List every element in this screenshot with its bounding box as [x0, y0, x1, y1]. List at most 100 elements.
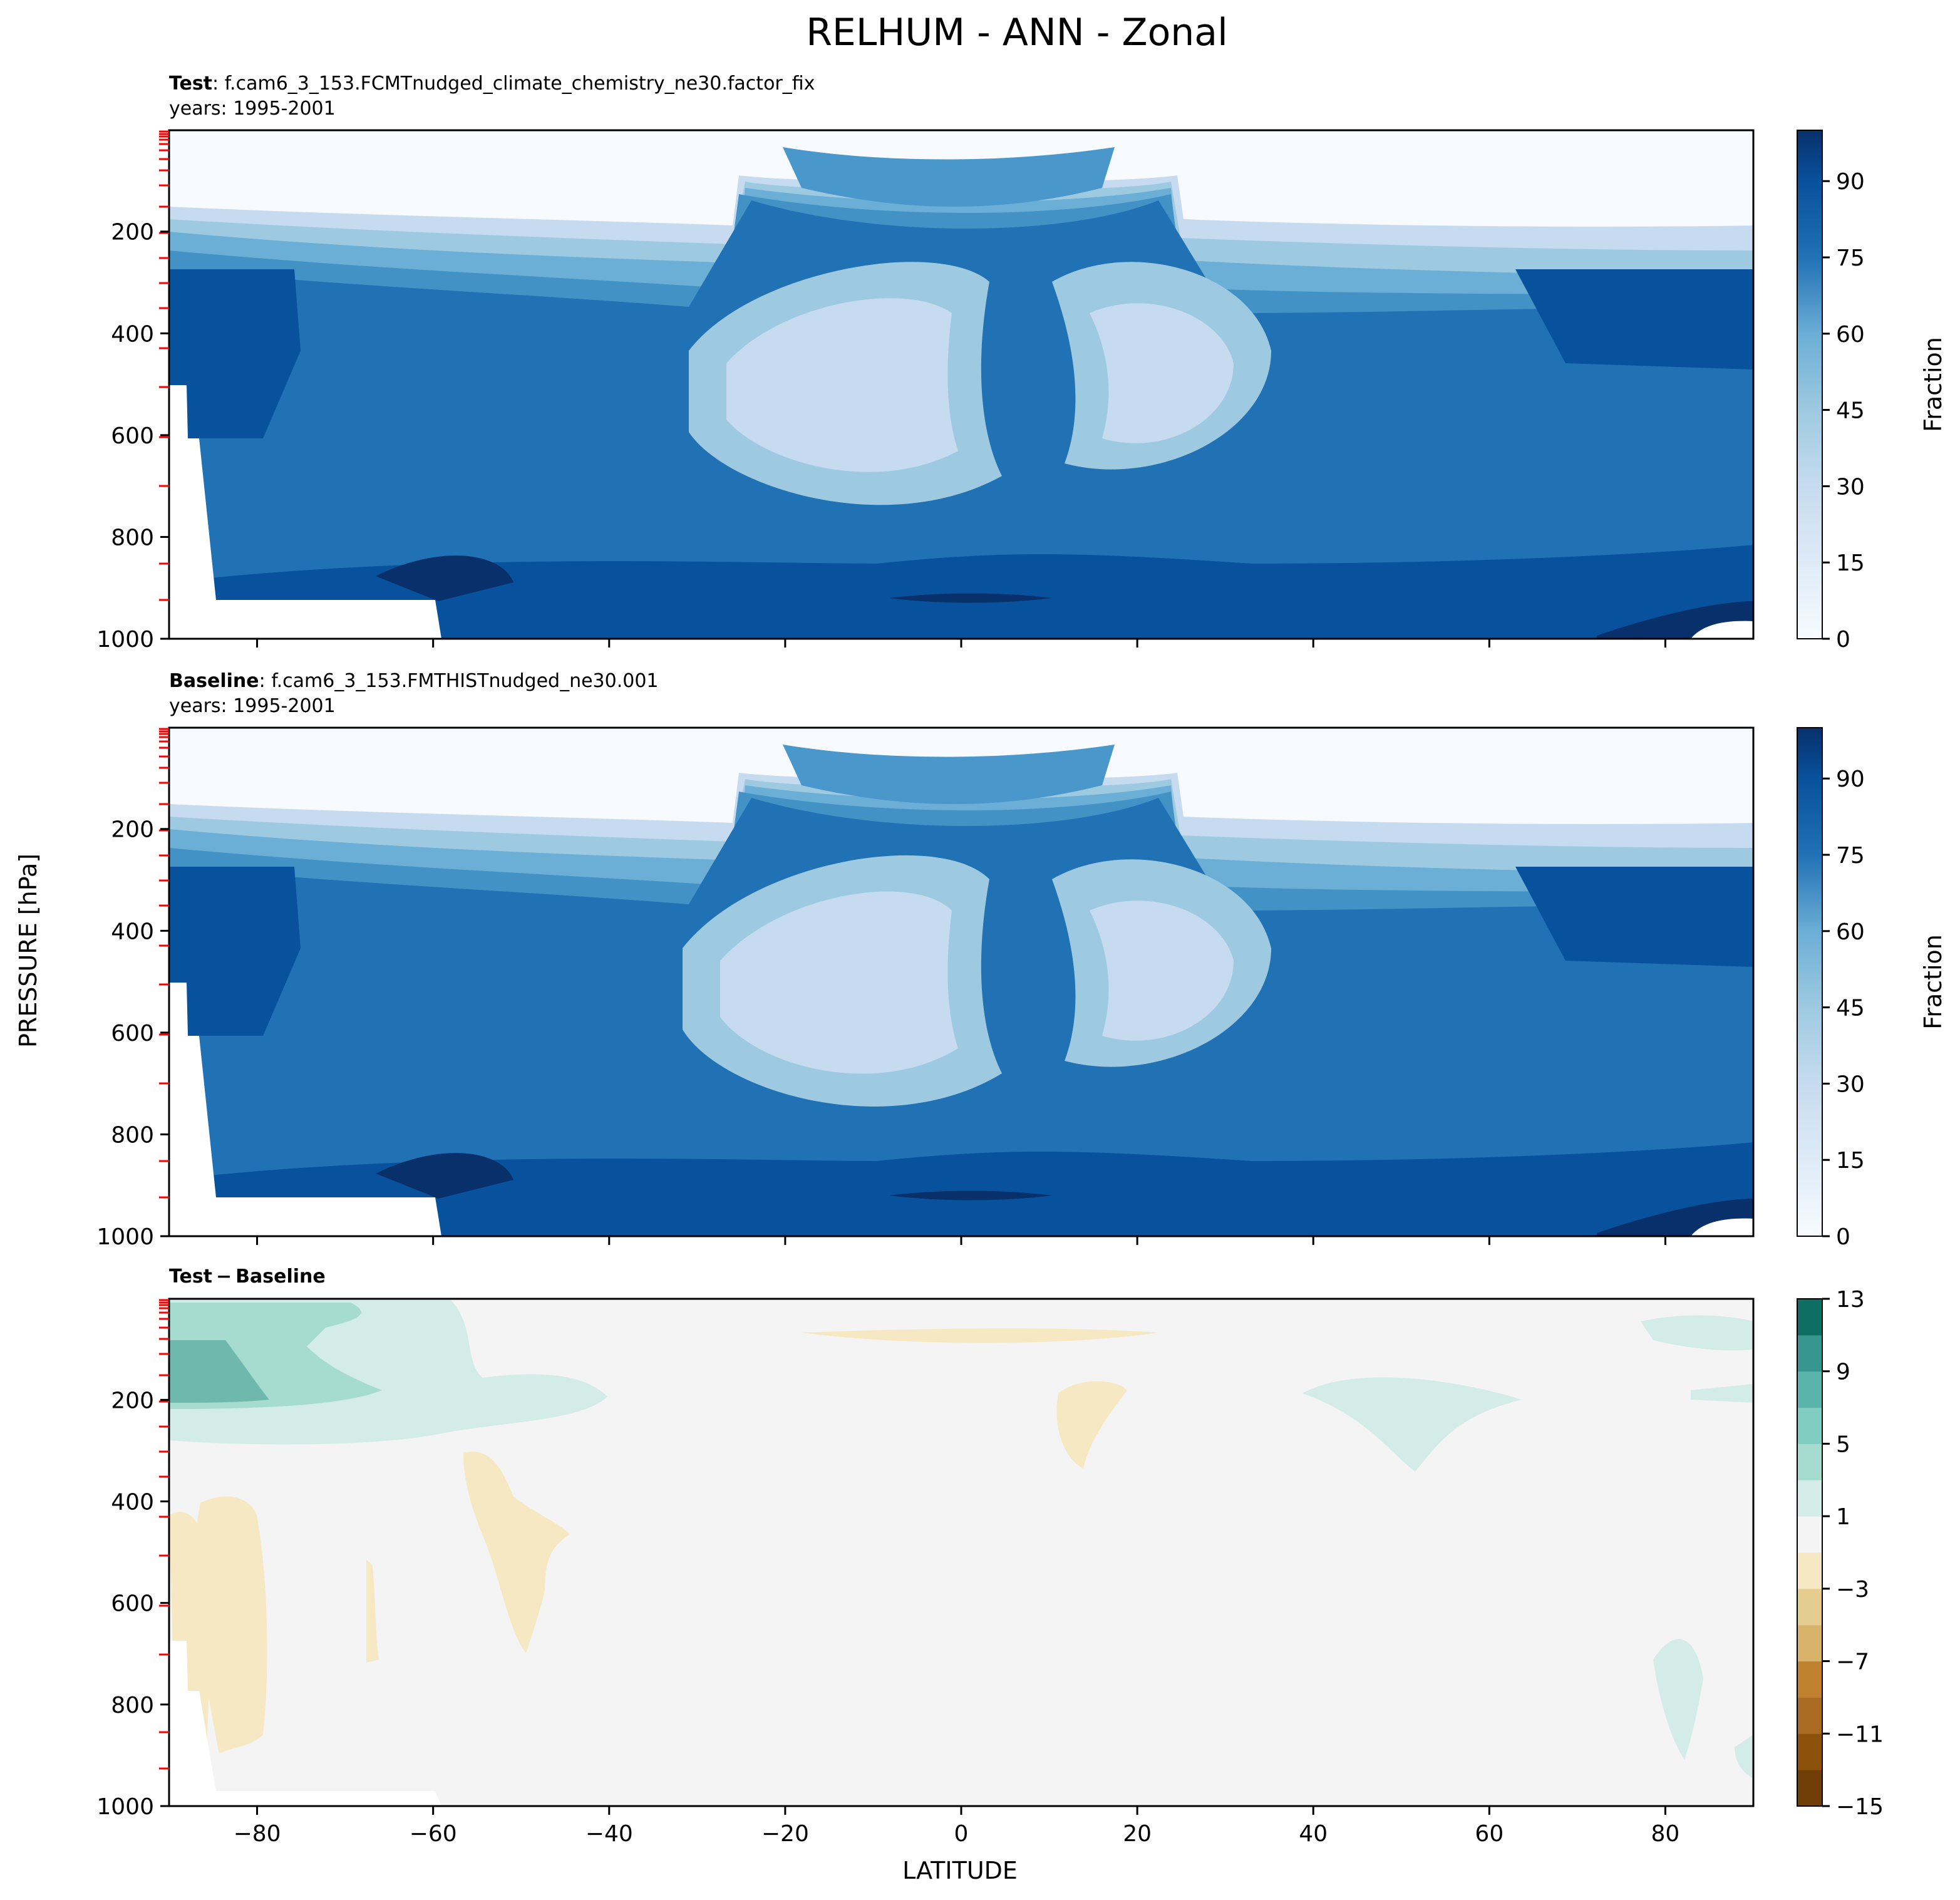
panel-baseline-subtitle: years: 1995-2001	[169, 695, 336, 717]
diff-eq-strat-neg	[802, 1328, 1158, 1343]
panel-test-level-ticks	[159, 130, 169, 601]
colorbar-bin	[1797, 1407, 1822, 1444]
missing-topography	[169, 385, 441, 639]
panel-test-x-ticks	[256, 639, 1666, 648]
panel-baseline-field	[169, 728, 1753, 1236]
panel-difference: Test − Baseline	[96, 1266, 1884, 1847]
rh-boundary-layer	[169, 545, 1753, 639]
diff-sh-upper-pos5	[169, 1340, 269, 1403]
colorbar-bin	[1797, 1661, 1822, 1698]
colorbar-tick-label: 60	[1836, 919, 1865, 945]
panel-test-y-ticks: 200 400 600 800 1000	[96, 220, 169, 653]
panel-baseline-title-rest: : f.cam6_3_153.FMTHISTnudged_ne30.001	[259, 670, 659, 692]
y-tick-label: 200	[111, 220, 154, 245]
colorbar-tick-label: 75	[1836, 843, 1865, 869]
y-tick-label: 600	[111, 1591, 154, 1617]
x-tick-label: 40	[1299, 1821, 1328, 1847]
colorbar-tick-label: 5	[1836, 1432, 1850, 1457]
figure-title: RELHUM - ANN - Zonal	[806, 11, 1228, 54]
colorbar-label: Fraction	[1919, 337, 1947, 432]
colorbar-bin	[1797, 1371, 1822, 1408]
colorbar-tick-label: −11	[1836, 1722, 1884, 1747]
colorbar-bin	[1797, 1697, 1822, 1734]
colorbar-tick-label: 0	[1836, 627, 1850, 653]
panel-baseline-title-bold: Baseline	[169, 670, 259, 692]
panel-difference-level-ticks	[159, 1299, 169, 1770]
y-tick-label: 600	[111, 1021, 154, 1046]
y-tick-label: 1000	[96, 627, 154, 653]
y-axis-label: PRESSURE [hPa]	[14, 854, 42, 1048]
x-tick-label: 80	[1651, 1821, 1680, 1847]
colorbar-tick-label: 60	[1836, 322, 1865, 348]
colorbar-tick-label: −3	[1836, 1577, 1869, 1603]
x-tick-label: 0	[954, 1821, 969, 1847]
y-tick-label: 800	[111, 525, 154, 550]
panel-test: Test: f.cam6_3_153.FCMTnudged_climate_ch…	[96, 73, 1947, 653]
diff-nh-midlat-pos	[1302, 1377, 1522, 1472]
colorbar-tick-label: 0	[1836, 1224, 1850, 1250]
y-tick-label: 1000	[96, 1794, 154, 1820]
colorbar-bin	[1797, 1516, 1822, 1553]
colorbar-tick-label: 75	[1836, 245, 1865, 271]
y-tick-label: 400	[111, 321, 154, 347]
x-tick-label: −60	[410, 1821, 457, 1847]
panel-baseline: Baseline: f.cam6_3_153.FMTHISTnudged_ne3…	[96, 670, 1947, 1250]
colorbar-blues	[1797, 727, 1823, 1237]
y-tick-label: 800	[111, 1122, 154, 1148]
diff-sh-mid-neg	[463, 1452, 570, 1653]
diff-sh-thin-neg	[366, 1559, 379, 1663]
panel-difference-title: Test − Baseline	[169, 1266, 326, 1288]
diff-sh-lowlevel-neg	[195, 1496, 267, 1753]
colorbar-tick-label: −15	[1836, 1794, 1884, 1820]
panel-test-title-rest: : f.cam6_3_153.FCMTnudged_climate_chemis…	[212, 73, 815, 95]
panel-difference-field	[169, 1299, 1753, 1806]
rh-eq-bl-max	[889, 593, 1052, 603]
colorbar-bin	[1797, 1335, 1822, 1372]
y-tick-label: 200	[111, 817, 154, 843]
rh-sh-bl-max	[376, 555, 513, 601]
panel-baseline-y-ticks: 200 400 600 800 1000	[96, 817, 169, 1250]
diff-nh-strat-pos	[1641, 1315, 1753, 1351]
panel-test-title: Test: f.cam6_3_153.FCMTnudged_climate_ch…	[169, 73, 815, 95]
colorbar-tick-label: 45	[1836, 996, 1865, 1021]
colorbar-tick-label: 15	[1836, 1148, 1865, 1174]
colorbar-tick-label: 30	[1836, 1071, 1865, 1097]
colorbar-tick-label: 90	[1836, 169, 1865, 195]
colorbar-tick-label: 1	[1836, 1504, 1850, 1530]
colorbar-bin	[1797, 1624, 1822, 1662]
colorbar-bin	[1797, 1480, 1822, 1517]
rh-nh-subtropics-min	[1090, 303, 1234, 443]
panel-test-subtitle: years: 1995-2001	[169, 98, 336, 120]
rh-sh-highlat-moist	[169, 269, 301, 438]
colorbar-bin	[1797, 1552, 1822, 1589]
panel-difference-y-ticks: 200 400 600 800 1000	[96, 1388, 169, 1820]
panel-test-field	[169, 130, 1753, 639]
missing-topography	[169, 1641, 441, 1806]
panel-test-title-bold: Test	[169, 73, 212, 95]
panel-difference-x-ticks: −80 −60 −40 −20 0 20 40 60 80	[234, 1806, 1680, 1847]
missing-nh	[1691, 621, 1753, 639]
y-tick-label: 400	[111, 1490, 154, 1515]
colorbar-bin	[1797, 1299, 1822, 1336]
y-tick-label: 1000	[96, 1224, 154, 1250]
colorbar-tick-label: 15	[1836, 550, 1865, 576]
colorbar-bin	[1797, 1588, 1822, 1626]
panel-difference-colorbar: −15 −11 −7 −3 1 5 9 13	[1797, 1287, 1884, 1820]
x-tick-label: −20	[761, 1821, 809, 1847]
panel-baseline-level-ticks	[159, 728, 169, 1199]
diff-nh-ut-neg	[1056, 1381, 1127, 1469]
y-tick-label: 400	[111, 919, 154, 944]
panel-baseline-colorbar: Fraction 0 15 30 45 60 75 90	[1797, 727, 1947, 1250]
colorbar-label: Fraction	[1919, 934, 1947, 1030]
rh-sh-subtropics-min	[726, 298, 958, 472]
x-axis-label: LATITUDE	[902, 1857, 1018, 1884]
x-tick-label: −40	[585, 1821, 633, 1847]
x-tick-label: 60	[1475, 1821, 1504, 1847]
colorbar-bin	[1797, 1443, 1822, 1480]
colorbar-tick-label: 9	[1836, 1360, 1850, 1385]
y-tick-label: 200	[111, 1388, 154, 1413]
colorbar-blues	[1797, 130, 1823, 639]
colorbar-tick-label: −7	[1836, 1650, 1869, 1675]
rh-nh-highlat-moist	[1515, 269, 1753, 369]
panel-baseline-x-ticks	[256, 1236, 1666, 1245]
